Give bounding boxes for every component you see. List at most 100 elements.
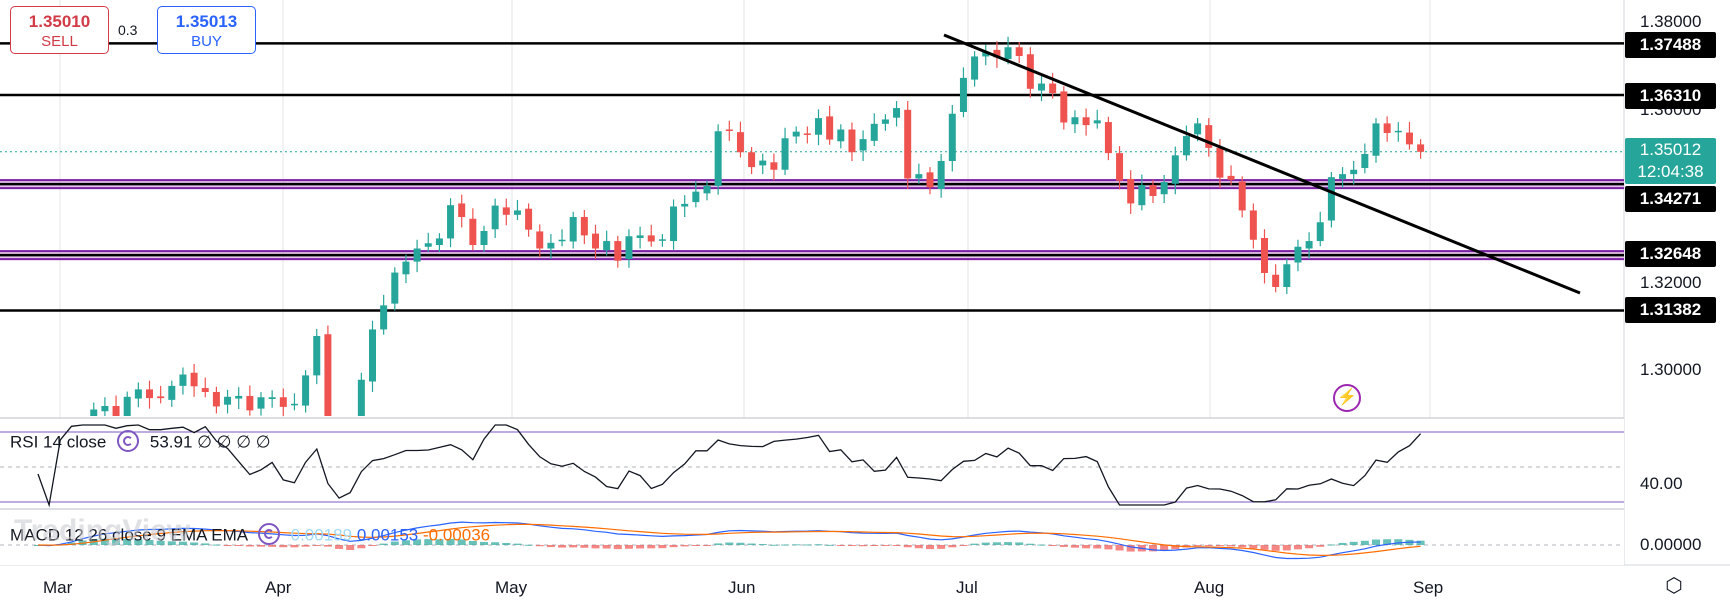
macd-histogram-bar (569, 545, 578, 548)
macd-histogram-bar (1316, 545, 1325, 547)
macd-histogram-bar (1059, 545, 1068, 547)
candle-body (212, 392, 220, 407)
macd-histogram-bar (1104, 545, 1113, 550)
candle-body (1082, 117, 1090, 126)
candle-body (1104, 122, 1112, 154)
candle-body (614, 241, 622, 261)
macd-histogram-bar (781, 544, 790, 546)
candle-body (736, 132, 744, 153)
macd-histogram-bar (1238, 545, 1247, 548)
macd-histogram-bar (758, 544, 767, 546)
level-tag[interactable]: 1.37488 (1625, 32, 1716, 58)
candle-body (1294, 246, 1302, 263)
macd-histogram-bar (658, 545, 667, 549)
candle-body (413, 248, 421, 262)
candle-body (1182, 136, 1190, 156)
candle-body (859, 139, 867, 151)
macd-histogram-bar (992, 542, 1001, 545)
month-label: Apr (265, 578, 292, 597)
level-tag[interactable]: 1.31382 (1625, 297, 1716, 323)
macd-histogram-bar (1015, 542, 1024, 545)
candle-body (268, 397, 276, 399)
rsi-axis-label: 40.00 (1640, 474, 1683, 493)
level-tag[interactable]: 1.32648 (1625, 241, 1716, 267)
macd-histogram-bar (881, 545, 890, 546)
macd-legend[interactable]: MACD 12 26 close 9 EMA EMA 0.00189 0.001… (10, 523, 491, 547)
price-tick: 1.30000 (1640, 360, 1702, 379)
lightning-icon[interactable]: ⚡ (1333, 384, 1361, 412)
candle-body (1339, 174, 1347, 179)
candle-body (803, 133, 811, 135)
macd-histogram-bar (1249, 545, 1258, 549)
cycle-icon[interactable] (117, 430, 140, 452)
candle-body (881, 119, 889, 124)
candle-body (369, 329, 376, 382)
cycle-icon[interactable] (257, 523, 280, 545)
macd-histogram-bar (703, 545, 711, 546)
macd-histogram-bar (1383, 539, 1392, 545)
candle-body (915, 174, 923, 179)
candle-body (525, 208, 533, 230)
macd-histogram-bar (1271, 545, 1280, 551)
rsi-value: 53.91 (149, 432, 193, 452)
candle-body (90, 409, 98, 416)
candle-body (179, 374, 187, 386)
macd-histogram-bar (513, 543, 522, 545)
macd-histogram-bar (1372, 539, 1380, 545)
sell-price: 1.35010 (28, 12, 91, 31)
candle-body (480, 231, 488, 245)
macd-histogram-bar (691, 545, 700, 546)
candle-body (290, 403, 298, 406)
candle-body (447, 205, 455, 239)
level-tag[interactable]: 1.34271 (1625, 186, 1716, 212)
macd-histogram-bar (970, 543, 979, 545)
macd-histogram-bar (123, 539, 132, 545)
macd-histogram-bar (1126, 545, 1135, 552)
macd-histogram-bar (669, 545, 678, 548)
sell-button[interactable]: 1.35010 SELL (10, 6, 109, 54)
candle-body (681, 203, 689, 207)
macd-histogram-bar (301, 545, 310, 547)
macd-histogram-bar (491, 542, 500, 545)
macd-histogram-bar (413, 539, 422, 545)
macd-histogram-bar (546, 545, 555, 548)
candle-body (458, 203, 466, 217)
macd-histogram-bar (1327, 544, 1336, 546)
candle-body (112, 406, 120, 416)
macd-histogram-bar (357, 545, 366, 549)
macd-histogram-bar (368, 545, 377, 546)
rsi-legend[interactable]: RSI 14 close 53.91 ∅ ∅ ∅ ∅ (10, 430, 271, 454)
candle-body (190, 372, 198, 387)
macd-histogram-bar (636, 545, 645, 549)
candle-body (257, 397, 265, 409)
candle-body (1004, 47, 1012, 60)
hexagon-gear-icon[interactable]: ⬡ (1665, 575, 1683, 597)
macd-histogram-bar (903, 545, 912, 548)
month-label: Sep (1413, 578, 1444, 597)
month-label: Jul (956, 578, 978, 597)
macd-value3: -0.00036 (423, 525, 491, 545)
macd-histogram-bar (870, 545, 879, 547)
macd-histogram-bar (937, 545, 946, 549)
candle-body (1216, 147, 1224, 178)
buy-button[interactable]: 1.35013 BUY (157, 6, 256, 54)
candle-body (324, 334, 332, 416)
macd-histogram-bar (792, 544, 801, 546)
level-tag[interactable]: 1.36310 (1625, 83, 1716, 109)
macd-histogram-bar (680, 545, 689, 547)
month-label: Aug (1194, 578, 1225, 597)
macd-histogram-bar (914, 545, 923, 549)
macd-histogram-bar (1048, 545, 1057, 546)
candle-body (357, 379, 365, 416)
candle-body (246, 395, 254, 411)
trend-line[interactable] (943, 33, 1581, 295)
candle-body (224, 396, 232, 405)
candle-body (1361, 154, 1369, 168)
macd-histogram-bar (959, 545, 968, 546)
price-tick: 1.38000 (1640, 12, 1702, 31)
candle-body (603, 241, 611, 251)
candle-body (469, 218, 477, 245)
candle-body (1327, 177, 1335, 221)
candle-body (770, 162, 778, 170)
